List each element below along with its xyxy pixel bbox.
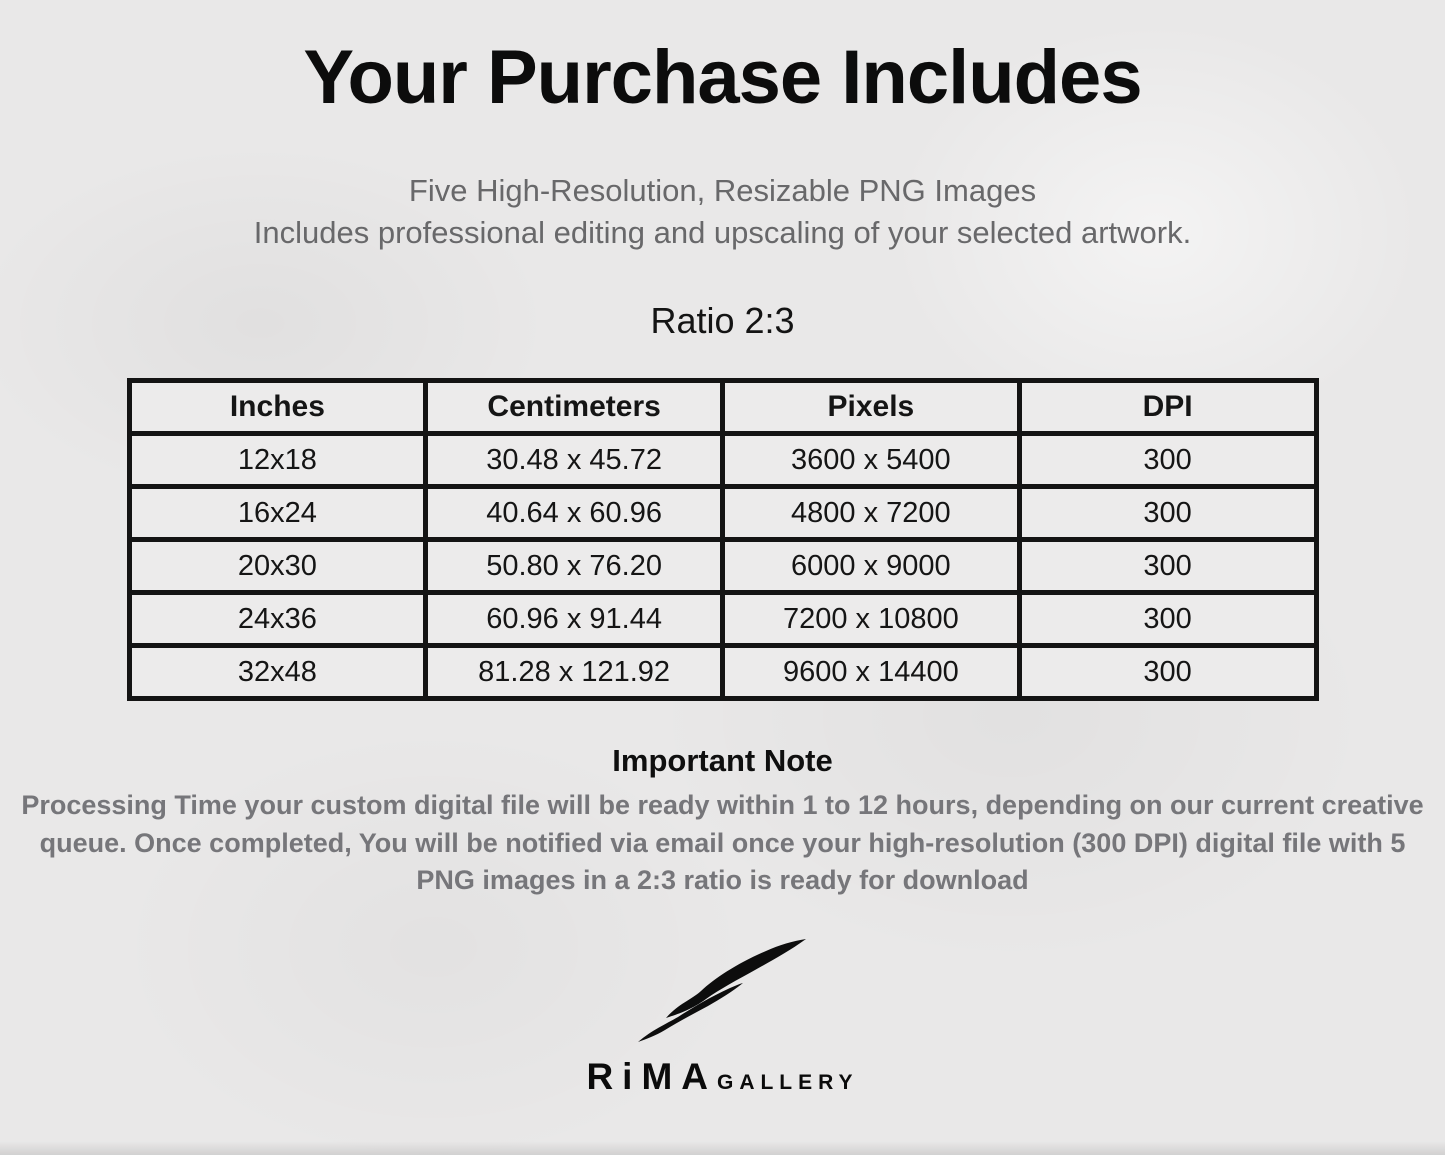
cell-pixels: 4800 x 7200 (720, 484, 1022, 542)
cell-centimeters: 60.96 x 91.44 (423, 590, 725, 648)
cell-inches: 24x36 (126, 590, 429, 648)
cell-centimeters: 50.80 x 76.20 (423, 537, 725, 595)
important-note-heading: Important Note (612, 743, 833, 778)
cell-inches: 16x24 (126, 484, 429, 542)
page-title: Your Purchase Includes (303, 35, 1142, 120)
double-swoosh-logo-icon (637, 938, 806, 1042)
subtitle-line-2: Includes professional editing and upscal… (253, 215, 1192, 250)
cell-inches: 32x48 (126, 643, 429, 701)
cell-centimeters: 81.28 x 121.92 (423, 643, 725, 701)
table-row: 16x24 40.64 x 60.96 4800 x 7200 300 (126, 484, 1319, 542)
cell-dpi: 300 (1016, 643, 1319, 701)
table-row: 20x30 50.80 x 76.20 6000 x 9000 300 (126, 537, 1319, 595)
col-header-dpi: DPI (1016, 378, 1319, 436)
cell-dpi: 300 (1016, 484, 1319, 542)
cell-dpi: 300 (1016, 537, 1319, 595)
subtitle: Five High-Resolution, Resizable PNG Imag… (0, 170, 1445, 254)
table-header-row: Inches Centimeters Pixels DPI (126, 378, 1319, 436)
brand-name: RiMA (586, 1055, 717, 1097)
brand-wordmark: RiMAGALLERY (0, 1056, 1445, 1098)
col-header-centimeters: Centimeters (423, 378, 725, 436)
col-header-pixels: Pixels (720, 378, 1022, 436)
table-row: 32x48 81.28 x 121.92 9600 x 14400 300 (126, 643, 1319, 701)
cell-centimeters: 30.48 x 45.72 (423, 431, 725, 489)
ratio-label: Ratio 2:3 (650, 300, 795, 341)
cell-pixels: 6000 x 9000 (720, 537, 1022, 595)
cell-pixels: 7200 x 10800 (720, 590, 1022, 648)
cell-pixels: 9600 x 14400 (720, 643, 1022, 701)
subtitle-line-1: Five High-Resolution, Resizable PNG Imag… (408, 173, 1037, 208)
cell-dpi: 300 (1016, 431, 1319, 489)
cell-inches: 12x18 (126, 431, 429, 489)
table-row: 24x36 60.96 x 91.44 7200 x 10800 300 (126, 590, 1319, 648)
bottom-shade (0, 1141, 1445, 1155)
cell-pixels: 3600 x 5400 (720, 431, 1022, 489)
brand-suffix: GALLERY (716, 1070, 859, 1094)
col-header-inches: Inches (126, 378, 429, 436)
table-row: 12x18 30.48 x 45.72 3600 x 5400 300 (126, 431, 1319, 489)
cell-dpi: 300 (1016, 590, 1319, 648)
size-table: Inches Centimeters Pixels DPI 12x18 30.4… (126, 378, 1319, 701)
brand-block: RiMAGALLERY (0, 938, 1445, 1098)
cell-centimeters: 40.64 x 60.96 (423, 484, 725, 542)
important-note-body: Processing Time your custom digital file… (21, 790, 1424, 895)
cell-inches: 20x30 (126, 537, 429, 595)
